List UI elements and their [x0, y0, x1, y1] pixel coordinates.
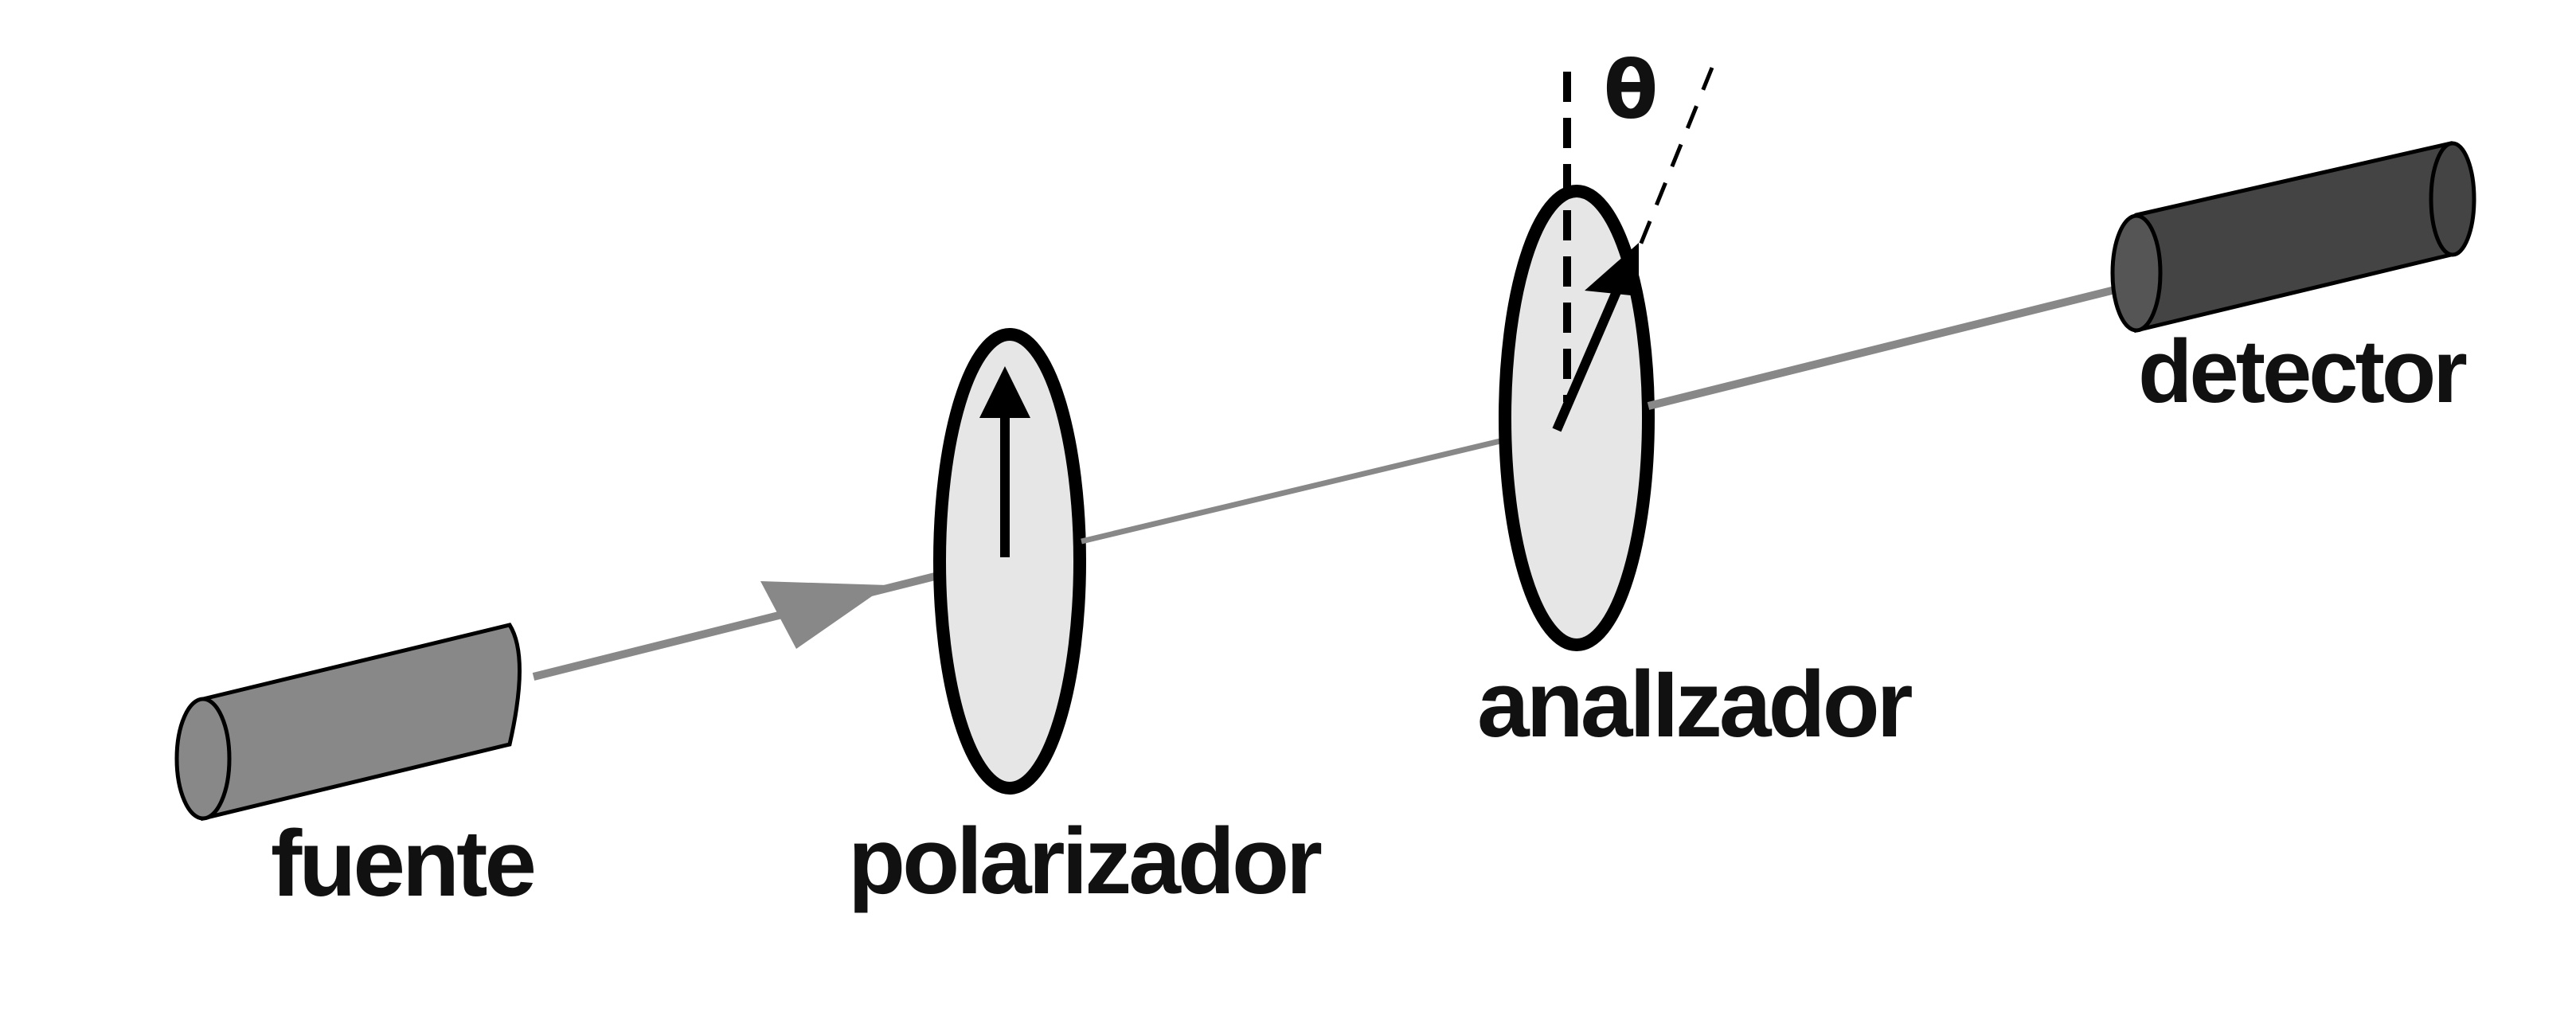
source-cylinder	[174, 623, 522, 822]
light-beam-polarized	[1081, 424, 1558, 545]
polarizer-label: polarizador	[848, 809, 1322, 914]
detector-label: detector	[2138, 322, 2466, 421]
rotated-reference-line	[1634, 67, 1714, 256]
polarizer-axis-arrow	[979, 366, 1030, 557]
light-beam-analyzed	[1647, 277, 2152, 410]
detector-cylinder	[2110, 141, 2476, 334]
light-beam-incoming	[532, 557, 997, 681]
polarizer-disc	[933, 328, 1086, 795]
analyzer-label: analIzador	[1477, 652, 1913, 757]
beam-direction-arrow	[760, 581, 888, 649]
angle-symbol: θ	[1604, 44, 1659, 137]
analyzer-axis-arrow	[1552, 243, 1639, 432]
source-label: fuente	[271, 811, 534, 916]
